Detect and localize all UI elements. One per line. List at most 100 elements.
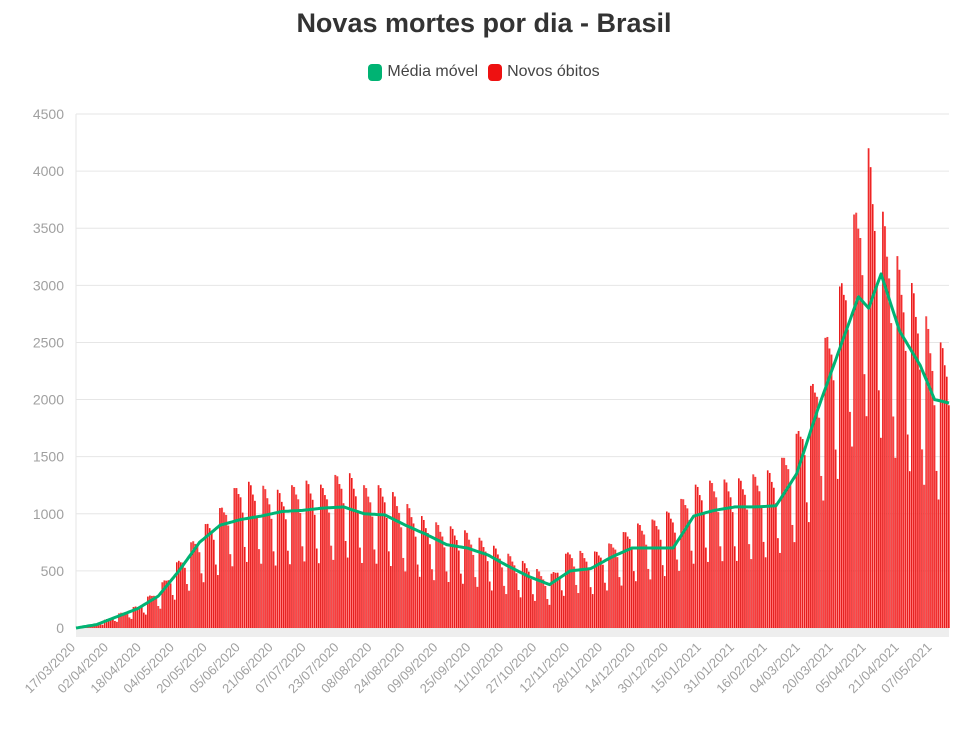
bar <box>552 572 555 628</box>
bar-edge <box>402 557 404 628</box>
bar <box>136 606 139 628</box>
bar <box>252 494 254 628</box>
bar <box>248 481 250 628</box>
bar <box>410 517 413 628</box>
bar-edge <box>655 526 657 628</box>
bar-edge <box>748 544 750 628</box>
bar-edge <box>429 544 430 628</box>
bar-edge <box>779 552 780 628</box>
bar-edge <box>653 520 655 628</box>
bar-edge <box>353 488 354 628</box>
bar-edge <box>365 488 367 628</box>
bar-edge <box>826 336 828 628</box>
bar <box>941 348 944 628</box>
bar <box>608 543 611 628</box>
bar <box>598 555 600 628</box>
bar <box>309 493 312 628</box>
bar-edge <box>816 396 817 628</box>
bar-edge <box>684 505 686 628</box>
bar <box>318 563 320 628</box>
bar-edge <box>742 489 743 628</box>
bar <box>429 544 432 628</box>
bar <box>322 488 324 628</box>
bar <box>299 513 302 628</box>
bar <box>785 465 788 628</box>
bar-edge <box>902 312 904 628</box>
bar-edge <box>178 560 179 628</box>
bar <box>616 557 619 628</box>
bar <box>478 537 481 628</box>
legend-item-novos-obitos[interactable]: Novos óbitos <box>488 63 600 81</box>
bar-edge <box>167 580 169 628</box>
bar-edge <box>639 525 640 628</box>
bar <box>904 350 907 628</box>
bar-edge <box>602 564 603 628</box>
bar-edge <box>909 471 910 628</box>
bar <box>169 583 172 628</box>
bar-edge <box>591 594 593 628</box>
bar-edge <box>299 513 301 628</box>
bar-edge <box>548 604 550 628</box>
bar <box>200 573 203 628</box>
bar-edge <box>126 613 128 628</box>
bar-edge <box>929 353 931 628</box>
bar <box>847 329 849 628</box>
bar <box>832 380 835 628</box>
bar <box>672 522 674 628</box>
bar-edge <box>108 618 109 628</box>
bar <box>830 354 833 628</box>
bar-edge <box>705 547 706 628</box>
bar-edge <box>406 504 408 628</box>
bar-edge <box>804 455 805 628</box>
bar <box>151 595 154 628</box>
bar <box>157 606 160 628</box>
bar <box>771 481 773 628</box>
bar <box>503 585 506 628</box>
bar-edge <box>820 475 822 628</box>
bar <box>639 525 642 628</box>
legend-item-media-movel[interactable]: Média móvel <box>368 63 478 81</box>
bar <box>643 534 646 628</box>
bar <box>917 333 919 628</box>
bar <box>948 405 950 628</box>
bar <box>330 545 333 628</box>
bar-edge <box>612 547 614 628</box>
bar-edge <box>363 485 364 628</box>
bar <box>474 577 477 628</box>
bar <box>363 485 366 628</box>
bar-edge <box>628 539 630 628</box>
legend-swatch-green <box>368 63 383 81</box>
bar <box>204 524 207 628</box>
bar <box>645 544 648 628</box>
bar-edge <box>556 572 558 628</box>
bar-edge <box>528 571 529 628</box>
bar <box>668 512 670 628</box>
bar-edge <box>254 500 255 628</box>
bar <box>731 512 734 628</box>
bar <box>602 564 604 628</box>
bar <box>554 572 557 628</box>
bar-edge <box>521 560 523 628</box>
bar <box>703 514 705 628</box>
bar-edge <box>754 476 756 628</box>
bar-edge <box>540 576 542 628</box>
bar-edge <box>215 564 216 628</box>
bar-edge <box>470 544 472 628</box>
bar-edge <box>147 596 148 628</box>
bar-edge <box>690 550 692 628</box>
bar-edge <box>799 436 801 628</box>
bar-edge <box>192 541 194 628</box>
bar-edge <box>766 470 768 628</box>
bar-edge <box>871 204 873 628</box>
bar-edge <box>886 256 887 628</box>
bar <box>396 506 399 628</box>
bar-edge <box>311 499 313 628</box>
bar <box>386 517 388 628</box>
bar-edge <box>499 558 500 628</box>
bar <box>418 576 421 628</box>
bar-edge <box>670 518 671 628</box>
bar <box>900 294 903 628</box>
bar-edge <box>307 484 309 628</box>
bar-edge <box>233 488 235 628</box>
bar <box>548 604 551 628</box>
